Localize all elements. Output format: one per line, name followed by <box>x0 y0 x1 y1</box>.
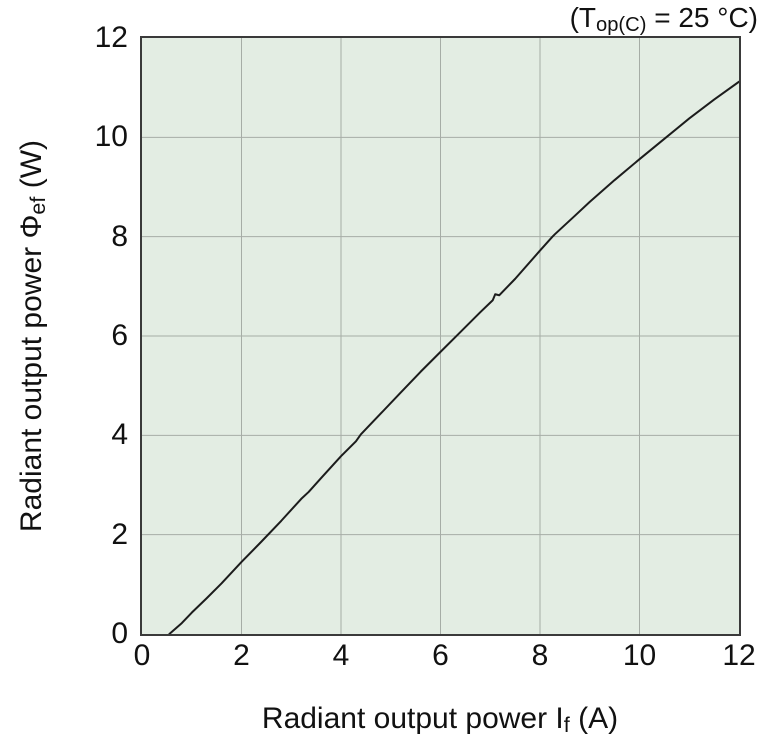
x-tick-label: 2 <box>233 639 250 672</box>
y-tick-label: 8 <box>111 219 128 253</box>
x-axis-title-subscript: f <box>563 711 570 737</box>
data-curve <box>169 82 739 634</box>
x-axis-title-pre: Radiant output power I <box>261 702 564 735</box>
temperature-annotation: (Top(C) = 25 °C) <box>569 2 758 36</box>
y-axis-title-pre: Radiant output power Φ <box>15 214 48 533</box>
x-tick-label: 12 <box>722 639 756 672</box>
plot-area <box>140 36 741 636</box>
plot-canvas <box>142 38 739 634</box>
annotation-pre: (T <box>569 2 597 33</box>
annotation-subscript: op(C) <box>596 13 647 36</box>
y-axis-title: Radiant output power Φef (W) <box>15 139 50 533</box>
x-tick-label: 10 <box>622 639 657 672</box>
x-tick-label: 8 <box>531 639 549 672</box>
gridlines <box>142 38 739 634</box>
y-tick-label: 0 <box>111 617 128 650</box>
y-tick-label: 10 <box>94 120 128 154</box>
y-tick-label: 12 <box>94 21 128 54</box>
y-tick-label: 4 <box>111 418 128 452</box>
y-tick-label: 6 <box>111 319 128 352</box>
y-axis-title-subscript: ef <box>24 196 50 215</box>
x-tick-label: 6 <box>432 639 449 672</box>
y-tick-label: 2 <box>111 517 128 551</box>
x-axis-title-post: (A) <box>569 702 619 735</box>
x-axis-title: Radiant output power If (A) <box>262 702 618 736</box>
y-axis-title-post: (W) <box>15 139 48 197</box>
annotation-post: = 25 °C) <box>646 2 758 33</box>
x-tick-label: 4 <box>332 639 350 672</box>
x-tick-label: 0 <box>133 639 151 672</box>
